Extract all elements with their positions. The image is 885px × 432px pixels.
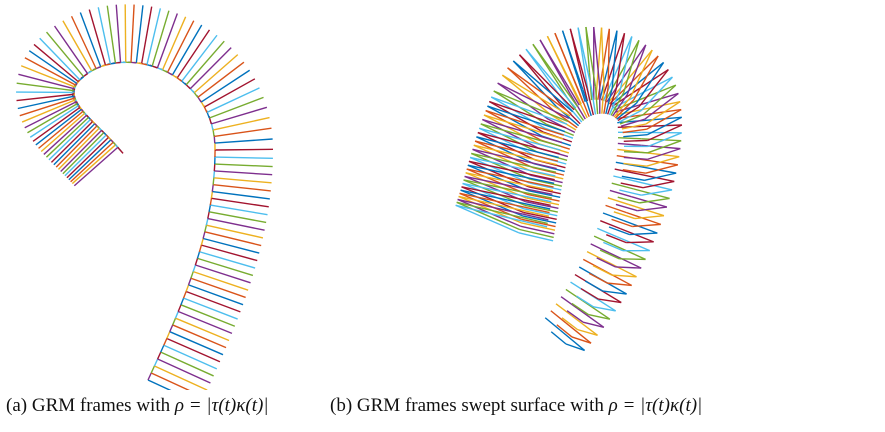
frame-line: [214, 178, 272, 183]
frame-line: [616, 33, 624, 89]
caption-math: ρ = |τ(t)κ(t)|: [175, 395, 269, 416]
frame-line: [206, 225, 263, 238]
frame-line: [118, 147, 123, 153]
subfig-label: (a): [6, 395, 27, 416]
illustration: [0, 0, 885, 390]
frame-line: [589, 273, 607, 283]
caption-text: GRM frames with: [32, 395, 170, 416]
frame-line: [598, 28, 602, 73]
frame-line: [158, 352, 161, 359]
frame-line: [151, 366, 154, 373]
frame-line: [203, 238, 259, 253]
frame-line: [194, 55, 238, 93]
frame-line: [197, 258, 252, 275]
frame-line: [624, 152, 648, 153]
frame-line: [40, 38, 80, 80]
frame-line: [182, 35, 217, 81]
frame-line: [214, 128, 271, 136]
frame-line: [527, 154, 558, 162]
frame-line: [624, 157, 647, 159]
frame-line: [561, 297, 577, 309]
frame-line: [642, 125, 682, 126]
frame-line: [213, 118, 270, 130]
frame-line: [637, 62, 664, 103]
figure: (a) GRM frames with ρ = |τ(t)κ(t)| (b) G…: [0, 0, 885, 432]
frame-line: [201, 245, 257, 260]
frame-line: [603, 242, 623, 250]
frame-line: [177, 30, 209, 78]
frame-line: [626, 213, 661, 225]
frame-line: [597, 258, 616, 267]
frame-line: [116, 5, 120, 63]
frame-line: [22, 100, 76, 122]
frame-line: [521, 223, 555, 230]
frame-line: [198, 62, 244, 97]
frame-line: [154, 359, 157, 366]
frame-line: [641, 77, 672, 110]
frame-line: [191, 278, 246, 297]
frame-line: [618, 143, 641, 145]
frame-line: [567, 311, 583, 323]
frame-line: [626, 242, 653, 243]
frame-line: [161, 345, 164, 352]
frame-line: [562, 318, 578, 330]
frame-line: [131, 5, 134, 63]
frame-line: [190, 48, 231, 89]
frame-line: [142, 7, 152, 64]
frame-line: [148, 373, 151, 380]
frame-line: [618, 138, 642, 139]
frame-line: [25, 58, 76, 86]
caption-math: ρ = |τ(t)κ(t)|: [609, 395, 703, 416]
frame-line: [594, 236, 613, 245]
frame-line: [215, 139, 273, 143]
subfig-label: (b): [330, 395, 352, 416]
frame-line: [215, 157, 273, 158]
frame-line: [211, 198, 268, 207]
frame-line: [623, 135, 647, 137]
caption-text: GRM frames swept surface with: [357, 395, 604, 416]
frame-line: [199, 252, 255, 268]
frame-line: [214, 171, 272, 175]
frame-line: [525, 161, 557, 168]
caption-b: (b) GRM frames swept surface with ρ = |τ…: [330, 395, 702, 417]
frame-line: [148, 380, 201, 390]
frame-line: [520, 226, 554, 234]
frame-line: [545, 318, 560, 330]
frame-line: [526, 157, 557, 164]
frame-line: [193, 272, 248, 291]
frame-line: [583, 259, 601, 269]
frame-line: [147, 8, 160, 64]
frame-line: [151, 373, 204, 390]
frame-line: [212, 192, 270, 199]
frame-line: [577, 296, 594, 307]
frame-line: [205, 232, 261, 246]
frame-line: [591, 244, 610, 253]
frame-line: [619, 259, 645, 260]
frame-line: [213, 185, 271, 191]
frame-line: [551, 311, 566, 323]
frame-line: [215, 164, 273, 167]
frame-line: [186, 41, 224, 85]
frame-line: [624, 140, 648, 141]
frame-line: [211, 107, 267, 124]
frame-line: [195, 265, 250, 283]
frame-line: [587, 252, 606, 261]
frame-line: [215, 149, 273, 150]
frame-line: [585, 281, 603, 291]
frame-line: [572, 303, 588, 314]
frame-line: [556, 304, 572, 316]
frame-line: [581, 289, 598, 299]
frame-line: [593, 266, 612, 275]
frame-line: [600, 250, 619, 259]
caption-a: (a) GRM frames with ρ = |τ(t)κ(t)|: [6, 395, 269, 417]
frame-line: [125, 4, 126, 62]
frame-line: [136, 5, 143, 63]
